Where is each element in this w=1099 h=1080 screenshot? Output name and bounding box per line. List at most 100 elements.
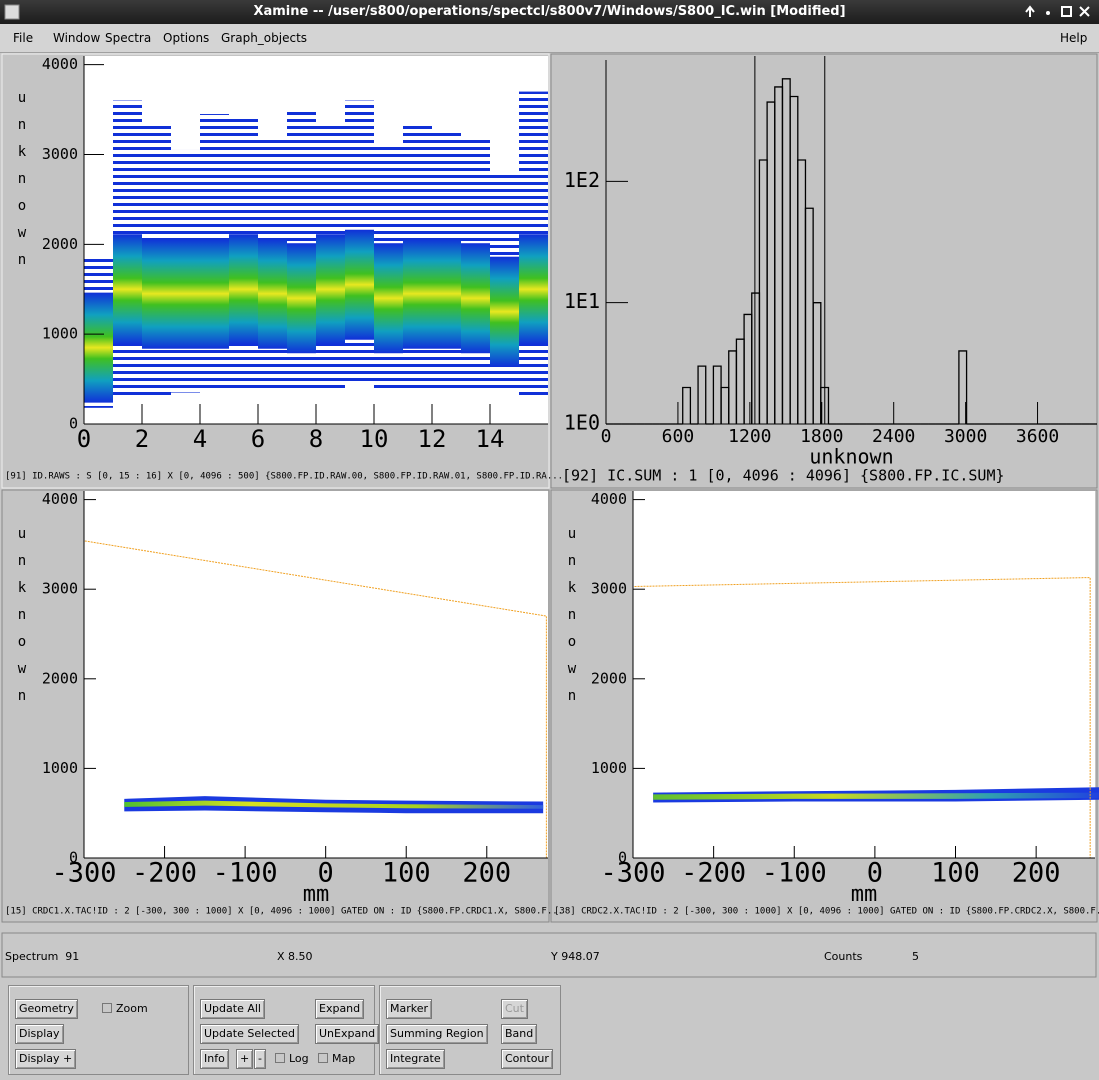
column-peak (200, 238, 229, 349)
button-group (379, 985, 561, 1075)
y-tick-label: 4000 (42, 490, 78, 508)
y-tick-label: 0 (69, 849, 78, 867)
button[interactable]: Geometry (15, 999, 78, 1019)
raise-button[interactable] (1025, 5, 1035, 17)
column-peak (142, 238, 171, 349)
button[interactable]: Contour (501, 1049, 553, 1069)
y-tick-label: 0 (618, 849, 627, 867)
close-button[interactable] (1079, 6, 1090, 17)
button[interactable]: Display + (15, 1049, 77, 1069)
column-peak (345, 229, 374, 340)
checkbox[interactable]: Zoom (102, 1002, 148, 1015)
x-tick-label: 100 (931, 858, 980, 889)
button[interactable]: Update All (200, 999, 265, 1019)
y-tick-label: 2000 (42, 235, 78, 253)
histogram-bin (697, 365, 707, 424)
column-peak (490, 256, 519, 367)
y-tick-label: 1E0 (564, 411, 600, 435)
x-tick-label: -100 (762, 858, 827, 889)
y-tick-label: 1000 (42, 759, 78, 777)
x-axis-label: mm (303, 882, 330, 907)
histogram-bin (812, 302, 822, 424)
x-tick-label: 6 (251, 425, 265, 453)
panel[interactable] (550, 53, 1098, 489)
button[interactable]: Marker (386, 999, 433, 1019)
window-buttons (4, 4, 1090, 20)
spectrum-caption: [91] ID.RAWS : S [0, 15 : 16] X [0, 4096… (5, 472, 563, 482)
button[interactable]: Band (501, 1024, 538, 1044)
y-tick-label: 0 (69, 415, 78, 433)
menu-item[interactable]: Graph_objects (221, 31, 308, 45)
histogram-bin (958, 350, 968, 424)
menu-item[interactable]: Spectra (105, 31, 152, 45)
status-counts: 5 (912, 950, 919, 963)
y-tick-label: 4000 (591, 490, 627, 508)
column-peak (316, 234, 345, 345)
plot-area (633, 491, 1095, 858)
x-tick-label: -100 (213, 858, 278, 889)
button[interactable]: Display (15, 1024, 64, 1044)
menu-item[interactable]: File (13, 31, 34, 45)
y-tick-label: 2000 (42, 669, 78, 687)
x-tick-label: -300 (600, 858, 665, 889)
spectrum-caption: [38] CRDC2.X.TAC!ID : 2 [-300, 300 : 100… (554, 907, 1099, 917)
column-peak (113, 234, 142, 345)
button-group (8, 985, 189, 1075)
column-peak (229, 234, 258, 345)
x-tick-label: -200 (681, 858, 746, 889)
button[interactable]: UnExpand (315, 1024, 380, 1044)
column-peak (258, 238, 287, 349)
y-tick-label: 3000 (42, 145, 78, 163)
column-peak (519, 234, 548, 345)
density-core (124, 800, 544, 809)
status-spectrum: Spectrum 91 (5, 950, 80, 963)
column-peak (432, 238, 461, 349)
button[interactable]: + (236, 1049, 254, 1069)
menu-item[interactable]: Help (1060, 31, 1088, 45)
x-axis-label: mm (851, 882, 878, 907)
checkbox-label: Log (289, 1052, 309, 1065)
column-peak (84, 292, 113, 403)
menu-item[interactable]: Options (163, 31, 210, 45)
checkbox[interactable]: Log (275, 1052, 309, 1065)
column-peak (461, 243, 490, 354)
minimize-button[interactable] (1046, 11, 1050, 15)
x-tick-label: 600 (662, 426, 695, 447)
y-tick-label: 4000 (42, 55, 78, 73)
x-tick-label: 3600 (1016, 426, 1059, 447)
button[interactable]: - (254, 1049, 266, 1069)
app-icon (4, 4, 20, 20)
menu-bar: File Window Spectra Options Graph_object… (0, 24, 1099, 53)
status-frame (1, 932, 1097, 978)
button[interactable]: Integrate (386, 1049, 445, 1069)
button[interactable]: Info (200, 1049, 229, 1069)
x-tick-label: 200 (1012, 858, 1061, 889)
y-tick-label: 3000 (591, 580, 627, 598)
status-counts-label: Counts (824, 950, 863, 963)
x-tick-label: 2 (135, 425, 149, 453)
checkbox[interactable]: Map (318, 1052, 355, 1065)
button[interactable]: Summing Region (386, 1024, 488, 1044)
x-tick-label: 2400 (872, 426, 915, 447)
status-x: X 8.50 (277, 950, 313, 963)
x-tick-label: 1800 (800, 426, 843, 447)
button[interactable]: Expand (315, 999, 365, 1019)
checkbox-label: Zoom (116, 1002, 148, 1015)
x-tick-label: 3000 (944, 426, 987, 447)
density-core (653, 792, 1099, 800)
y-tick-label: 1E2 (564, 168, 600, 192)
button[interactable]: Update Selected (200, 1024, 300, 1044)
plot-area (84, 491, 548, 858)
x-tick-label: 12 (418, 425, 447, 453)
x-tick-label: -200 (132, 858, 197, 889)
menu-item[interactable]: Window (53, 31, 101, 45)
x-tick-label: 8 (309, 425, 323, 453)
x-tick-label: 0 (867, 858, 883, 889)
x-tick-label: 0 (318, 858, 334, 889)
maximize-button[interactable] (1061, 6, 1072, 17)
